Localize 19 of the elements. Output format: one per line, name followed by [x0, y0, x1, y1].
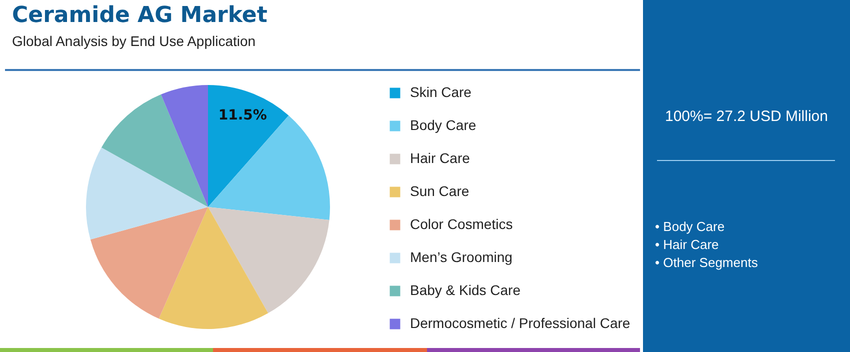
- legend-label: Skin Care: [410, 84, 472, 100]
- pie-slice: [86, 148, 208, 240]
- legend-label: Baby & Kids Care: [410, 282, 521, 298]
- pie-slice: [101, 94, 208, 207]
- pie-slice: [208, 207, 330, 314]
- legend-label: Dermocosmetic / Professional Care: [410, 315, 630, 331]
- pie-slice: [160, 85, 208, 207]
- legend-label: Body Care: [410, 117, 476, 133]
- legend-label: Men’s Grooming: [410, 249, 512, 265]
- chart-subtitle: Global Analysis by End Use Application: [12, 33, 256, 49]
- legend-label: Hair Care: [410, 150, 470, 166]
- data-label: 11.5%: [218, 107, 267, 124]
- pie-slice: [158, 207, 268, 329]
- pie-slice: [208, 85, 289, 207]
- info-panel: 100%= 27.2 USD Million • Body Care • Hair Care • Other Segments: [643, 0, 850, 352]
- legend-label: Color Cosmetics: [410, 216, 513, 232]
- chart-title: Ceramide AG Market: [12, 3, 268, 28]
- pie-slice: [90, 207, 208, 319]
- legend-label: Sun Care: [410, 183, 470, 199]
